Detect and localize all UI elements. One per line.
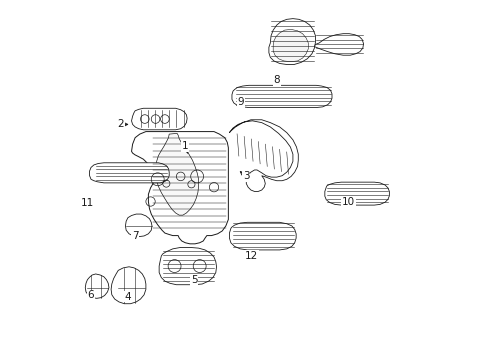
Polygon shape [125,214,152,237]
Text: 3: 3 [243,171,249,181]
Polygon shape [268,19,315,64]
Polygon shape [231,85,331,108]
Polygon shape [229,222,296,250]
Polygon shape [159,247,216,285]
Polygon shape [131,132,228,244]
Polygon shape [314,34,363,55]
Polygon shape [273,30,308,62]
Polygon shape [111,267,145,304]
Text: 6: 6 [87,291,94,301]
Text: 4: 4 [124,292,131,302]
Text: 8: 8 [273,75,280,85]
Text: 7: 7 [132,231,138,240]
Text: 10: 10 [341,197,354,207]
Text: 11: 11 [81,198,94,208]
Text: 2: 2 [117,120,124,129]
Polygon shape [324,182,388,205]
Polygon shape [89,163,169,183]
Text: 5: 5 [191,275,197,285]
Text: 12: 12 [244,251,258,261]
Polygon shape [85,274,109,298]
Text: 1: 1 [182,141,188,151]
Text: 9: 9 [237,97,244,107]
Polygon shape [155,134,198,215]
Polygon shape [131,108,187,130]
Polygon shape [229,120,298,192]
